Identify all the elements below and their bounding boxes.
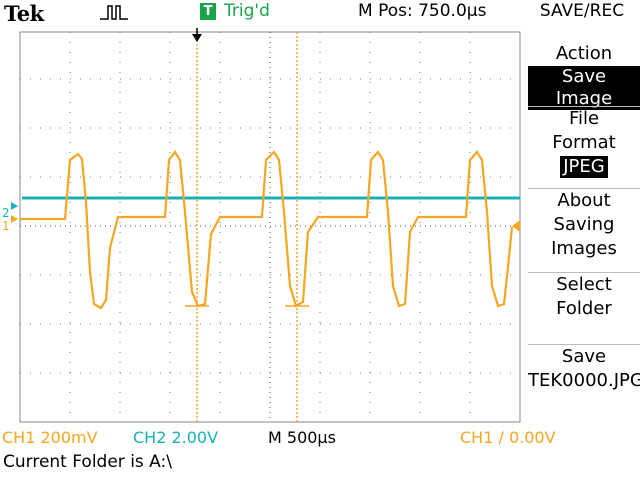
- ch1-marker: 1: [2, 219, 10, 233]
- ch1-trigger-level-marker: [512, 220, 520, 232]
- about-saving-images-button[interactable]: About Saving Images: [528, 188, 640, 261]
- select-folder-button[interactable]: Select Folder: [528, 272, 640, 321]
- acquisition-icon: [100, 5, 128, 20]
- menu-title: SAVE/REC: [539, 1, 625, 21]
- current-folder: Current Folder is A:\: [3, 452, 172, 472]
- action-value: Save Image: [528, 66, 640, 110]
- file-format-value: JPEG: [560, 156, 608, 178]
- ch1-scale: CH1 200mV: [2, 428, 98, 447]
- action-menu-button[interactable]: Action Save Image: [528, 42, 640, 111]
- status-bar: CH1 200mV CH2 2.00V M 500µs CH1 ∕ 0.00V: [0, 426, 640, 450]
- trigger-readout: CH1 ∕ 0.00V: [460, 428, 556, 447]
- top-bar: Tek T Trig'd M Pos: 750.0µs SAVE/REC: [0, 0, 640, 26]
- waveform-display: 2 1: [2, 28, 521, 423]
- center-axis: [20, 32, 520, 422]
- ch2-scale: CH2 2.00V: [133, 428, 219, 447]
- timebase: M 500µs: [268, 428, 336, 447]
- brand-logo: Tek: [4, 1, 44, 26]
- file-format-menu-button[interactable]: File Format JPEG: [528, 106, 640, 179]
- side-menu: Action Save Image File Format JPEG About…: [524, 24, 640, 410]
- trigger-position-marker: [192, 34, 202, 42]
- trigger-status: Trig'd: [224, 1, 270, 21]
- trigger-icon: T: [200, 3, 216, 20]
- ch1-trace: [20, 150, 514, 310]
- horizontal-position: M Pos: 750.0µs: [358, 1, 487, 21]
- ch2-marker: 2: [2, 206, 10, 220]
- save-file-button[interactable]: Save TEK0000.JPG: [528, 344, 640, 391]
